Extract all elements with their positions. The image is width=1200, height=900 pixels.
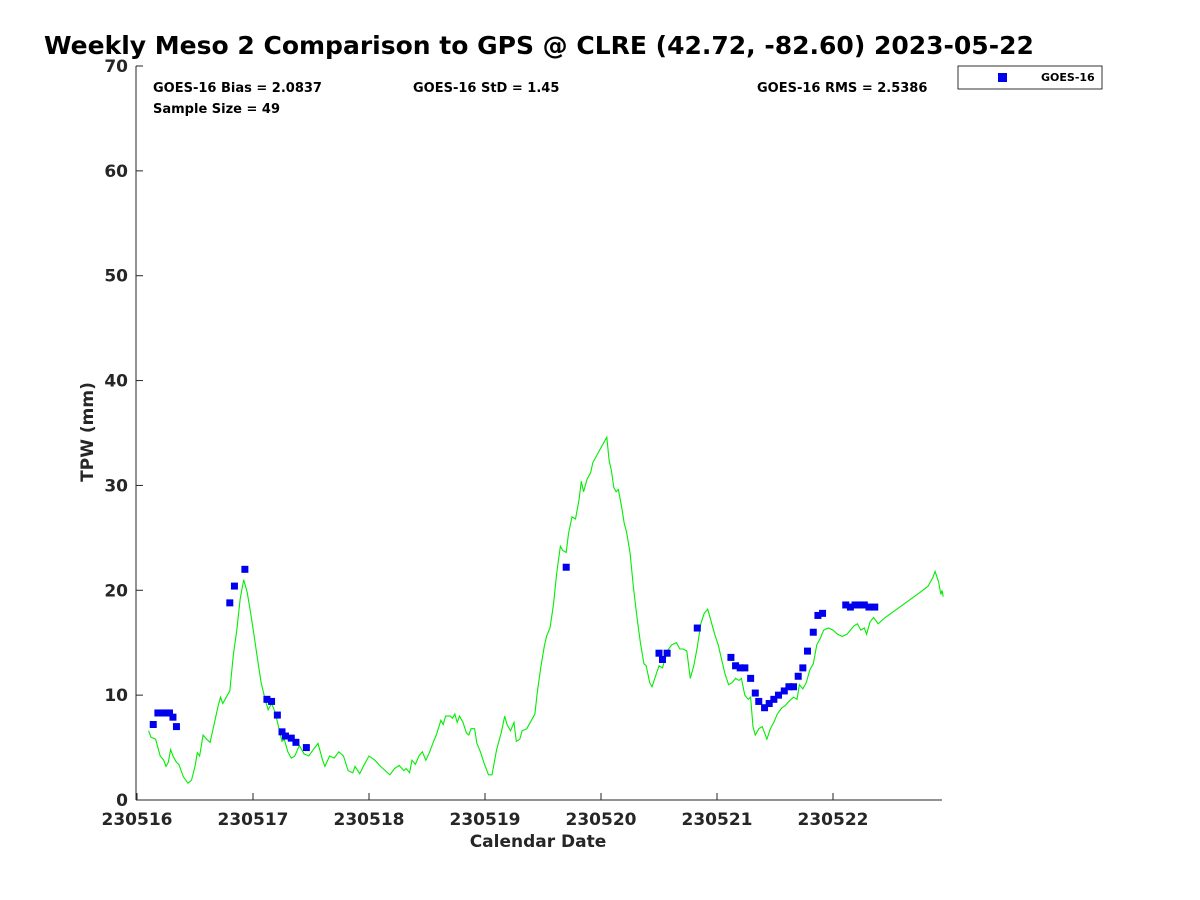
goes16-point (727, 653, 735, 661)
goes16-point (856, 601, 864, 609)
y-tick-label: 30 (104, 476, 128, 496)
goes16-point (774, 691, 782, 699)
goes16-point (785, 683, 793, 691)
goes16-point (226, 599, 234, 607)
goes16-point (751, 689, 759, 697)
x-tick-label: 230519 (450, 810, 521, 830)
goes16-point (169, 713, 177, 721)
goes16-point (765, 700, 773, 708)
goes16-point (770, 695, 778, 703)
y-axis-label: TPW (mm) (78, 382, 98, 482)
y-tick-label: 50 (104, 267, 128, 287)
goes16-point (263, 695, 271, 703)
legend-marker-goes16 (998, 73, 1007, 82)
goes16-point (281, 732, 289, 740)
goes16-point (287, 734, 295, 742)
std-stat: GOES-16 StD = 1.45 (413, 81, 559, 96)
goes16-point (842, 601, 850, 609)
goes16-point (230, 582, 238, 590)
goes16-point (799, 664, 807, 672)
goes16-point (761, 704, 769, 712)
goes16-point (658, 655, 666, 663)
x-tick-label: 230516 (102, 810, 173, 830)
y-tick-label: 0 (116, 791, 128, 811)
goes16-point (747, 674, 755, 682)
goes16-point (780, 687, 788, 695)
goes16-point (165, 709, 173, 717)
goes16-point (273, 711, 281, 719)
goes16-point (172, 723, 180, 731)
legend: GOES-16 (957, 65, 1103, 90)
goes16-point (302, 744, 310, 752)
y-tick-label: 20 (104, 581, 128, 601)
goes16-point (149, 721, 157, 729)
y-tick-label: 60 (104, 162, 128, 182)
goes16-point (814, 611, 822, 619)
goes16-point (819, 609, 827, 617)
goes16-point (736, 664, 744, 672)
plot-area: 0 10 20 30 40 50 60 70 230516 230517 230518 230519 2… (102, 57, 944, 830)
goes16-point (860, 601, 868, 609)
goes16-point (851, 601, 859, 609)
goes16-point (663, 649, 671, 657)
goes16-point (871, 603, 879, 611)
sample-size-stat: Sample Size = 49 (153, 102, 280, 117)
x-tick-label: 230517 (218, 810, 289, 830)
goes16-point (755, 697, 763, 705)
chart-title: Weekly Meso 2 Comparison to GPS @ CLRE (… (44, 31, 1034, 60)
x-tick-label: 230520 (566, 810, 637, 830)
goes16-point (732, 662, 740, 670)
legend-label-goes16: GOES-16 (1041, 71, 1095, 84)
legend-box (957, 65, 1103, 90)
goes16-point (790, 683, 798, 691)
goes16-point (846, 603, 854, 611)
y-tick-label: 10 (104, 686, 128, 706)
x-tick-label: 230522 (798, 810, 869, 830)
y-tick-label: 40 (104, 372, 128, 392)
goes16-point (865, 603, 873, 611)
goes16-point (655, 649, 663, 657)
goes16-point (241, 565, 249, 573)
goes16-point (562, 563, 570, 571)
x-tick-label: 230518 (334, 810, 405, 830)
y-tick-label: 70 (104, 57, 128, 77)
goes16-point (268, 697, 276, 705)
goes16-point (794, 672, 802, 680)
x-axis-label: Calendar Date (470, 832, 607, 852)
goes16-point (809, 628, 817, 636)
bias-stat: GOES-16 Bias = 2.0837 (153, 81, 322, 96)
goes16-point (154, 709, 162, 717)
rms-stat: GOES-16 RMS = 2.5386 (757, 81, 927, 96)
x-tick-label: 230521 (682, 810, 753, 830)
goes16-point (741, 664, 749, 672)
goes16-point (803, 647, 811, 655)
goes16-point (693, 624, 701, 632)
goes16-point (292, 738, 300, 746)
goes16-point (278, 728, 286, 736)
